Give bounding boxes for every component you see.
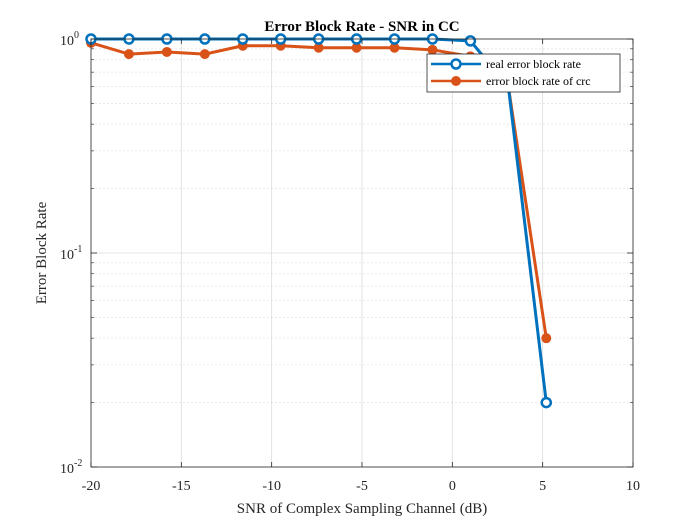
- tick-label-y-base: 10: [60, 34, 74, 49]
- data-point-crc: [161, 46, 172, 57]
- tick-label-y-exponent: -1: [74, 244, 82, 255]
- data-point-crc: [123, 49, 134, 60]
- legend: real error block rate error block rate o…: [426, 53, 621, 93]
- tick-label-y-exponent: -2: [74, 458, 82, 469]
- data-point-real: [540, 396, 553, 409]
- tick-label-x: -5: [356, 479, 368, 494]
- x-axis-label: SNR of Complex Sampling Channel (dB): [237, 501, 487, 517]
- tick-label-x: 5: [539, 479, 546, 494]
- data-point-real: [464, 35, 477, 47]
- tick-label-x: 0: [449, 479, 456, 494]
- y-axis-label: Error Block Rate: [34, 201, 50, 304]
- tick-label-x: 10: [626, 479, 640, 494]
- data-point-crc: [427, 44, 438, 55]
- tick-label-x: -20: [82, 479, 101, 494]
- legend-label-real: real error block rate: [486, 57, 581, 71]
- tick-label-y-base: 10: [60, 462, 74, 477]
- legend-entry-crc: error block rate of crc: [431, 74, 591, 88]
- legend-label-crc: error block rate of crc: [486, 74, 591, 88]
- tick-label-x: -10: [262, 479, 281, 494]
- legend-marker-real: [450, 58, 462, 70]
- data-point-crc: [541, 333, 552, 344]
- tick-label-y-exponent: 0: [74, 30, 79, 41]
- tick-label-x: -15: [172, 479, 191, 494]
- tick-label-y-base: 10: [60, 248, 74, 263]
- legend-marker-crc: [451, 76, 461, 86]
- legend-entry-real: real error block rate: [431, 57, 581, 71]
- tick-label-y: 10-1: [60, 244, 82, 263]
- tick-label-y: 10-2: [60, 458, 82, 477]
- chart-title: Error Block Rate - SNR in CC: [264, 19, 459, 35]
- data-point-crc: [199, 49, 210, 60]
- tick-label-y: 100: [60, 30, 79, 49]
